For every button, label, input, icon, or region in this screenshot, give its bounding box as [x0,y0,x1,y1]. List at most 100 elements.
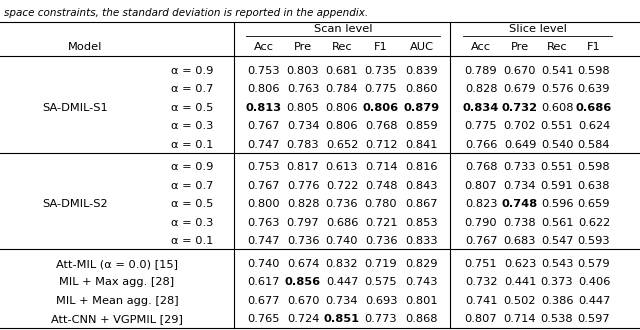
Text: 0.780: 0.780 [365,199,397,210]
Text: AUC: AUC [410,42,434,52]
Text: 0.702: 0.702 [504,121,536,131]
Text: 0.805: 0.805 [287,103,319,113]
Text: 0.841: 0.841 [406,140,438,150]
Text: 0.670: 0.670 [287,296,319,306]
Text: 0.738: 0.738 [504,218,536,228]
Text: 0.538: 0.538 [541,314,573,324]
Text: 0.593: 0.593 [578,237,611,247]
Text: Rec: Rec [547,42,567,52]
Text: 0.734: 0.734 [504,181,536,191]
Text: 0.766: 0.766 [465,140,497,150]
Text: 0.597: 0.597 [578,314,611,324]
Text: 0.807: 0.807 [465,181,497,191]
Text: F1: F1 [587,42,601,52]
Text: 0.681: 0.681 [326,66,358,76]
Text: 0.613: 0.613 [326,162,358,173]
Text: 0.816: 0.816 [406,162,438,173]
Text: 0.679: 0.679 [504,84,536,94]
Text: 0.734: 0.734 [326,296,358,306]
Text: 0.753: 0.753 [248,162,280,173]
Text: Slice level: Slice level [509,24,566,34]
Text: 0.740: 0.740 [248,259,280,269]
Text: 0.714: 0.714 [365,162,397,173]
Text: α = 0.1: α = 0.1 [171,237,213,247]
Text: 0.719: 0.719 [365,259,397,269]
Text: 0.763: 0.763 [248,218,280,228]
Text: 0.596: 0.596 [541,199,573,210]
Text: 0.598: 0.598 [578,162,611,173]
Text: 0.686: 0.686 [576,103,612,113]
Text: 0.868: 0.868 [406,314,438,324]
Text: 0.386: 0.386 [541,296,573,306]
Text: 0.806: 0.806 [363,103,399,113]
Text: 0.879: 0.879 [404,103,440,113]
Text: 0.851: 0.851 [324,314,360,324]
Text: F1: F1 [374,42,388,52]
Text: 0.670: 0.670 [504,66,536,76]
Text: 0.767: 0.767 [248,121,280,131]
Text: 0.722: 0.722 [326,181,358,191]
Text: α = 0.9: α = 0.9 [171,66,213,76]
Text: 0.859: 0.859 [406,121,438,131]
Text: 0.813: 0.813 [246,103,282,113]
Text: 0.677: 0.677 [248,296,280,306]
Text: 0.579: 0.579 [578,259,611,269]
Text: 0.576: 0.576 [541,84,573,94]
Text: 0.724: 0.724 [287,314,319,324]
Text: 0.853: 0.853 [406,218,438,228]
Text: 0.721: 0.721 [365,218,397,228]
Text: 0.608: 0.608 [541,103,573,113]
Text: 0.839: 0.839 [406,66,438,76]
Text: 0.736: 0.736 [287,237,319,247]
Text: 0.733: 0.733 [504,162,536,173]
Text: 0.748: 0.748 [365,181,397,191]
Text: 0.712: 0.712 [365,140,397,150]
Text: 0.765: 0.765 [248,314,280,324]
Text: α = 0.3: α = 0.3 [171,218,213,228]
Text: 0.748: 0.748 [502,199,538,210]
Text: 0.753: 0.753 [248,66,280,76]
Text: 0.829: 0.829 [406,259,438,269]
Text: 0.447: 0.447 [578,296,610,306]
Text: 0.843: 0.843 [406,181,438,191]
Text: Pre: Pre [294,42,312,52]
Text: α = 0.5: α = 0.5 [171,103,213,113]
Text: 0.736: 0.736 [326,199,358,210]
Text: 0.736: 0.736 [365,237,397,247]
Text: 0.775: 0.775 [465,121,497,131]
Text: 0.551: 0.551 [541,121,573,131]
Text: 0.806: 0.806 [326,103,358,113]
Text: 0.575: 0.575 [365,278,397,287]
Text: 0.547: 0.547 [541,237,573,247]
Text: 0.741: 0.741 [465,296,497,306]
Text: 0.540: 0.540 [541,140,573,150]
Text: 0.828: 0.828 [287,199,319,210]
Text: 0.747: 0.747 [248,237,280,247]
Text: 0.502: 0.502 [504,296,536,306]
Text: MIL + Mean agg. [28]: MIL + Mean agg. [28] [56,296,179,306]
Text: SA-DMIL-S1: SA-DMIL-S1 [42,103,108,113]
Text: 0.622: 0.622 [578,218,610,228]
Text: 0.639: 0.639 [578,84,611,94]
Text: 0.828: 0.828 [465,84,497,94]
Text: Att-MIL (α = 0.0) [15]: Att-MIL (α = 0.0) [15] [56,259,178,269]
Text: 0.768: 0.768 [365,121,397,131]
Text: 0.732: 0.732 [465,278,497,287]
Text: α = 0.5: α = 0.5 [171,199,213,210]
Text: 0.714: 0.714 [504,314,536,324]
Text: α = 0.7: α = 0.7 [171,84,213,94]
Text: 0.674: 0.674 [287,259,319,269]
Text: 0.441: 0.441 [504,278,536,287]
Text: 0.768: 0.768 [465,162,497,173]
Text: 0.747: 0.747 [248,140,280,150]
Text: 0.776: 0.776 [287,181,319,191]
Text: Acc: Acc [254,42,274,52]
Text: 0.652: 0.652 [326,140,358,150]
Text: 0.797: 0.797 [287,218,319,228]
Text: α = 0.3: α = 0.3 [171,121,213,131]
Text: 0.784: 0.784 [326,84,358,94]
Text: 0.767: 0.767 [248,181,280,191]
Text: 0.806: 0.806 [326,121,358,131]
Text: α = 0.7: α = 0.7 [171,181,213,191]
Text: 0.743: 0.743 [406,278,438,287]
